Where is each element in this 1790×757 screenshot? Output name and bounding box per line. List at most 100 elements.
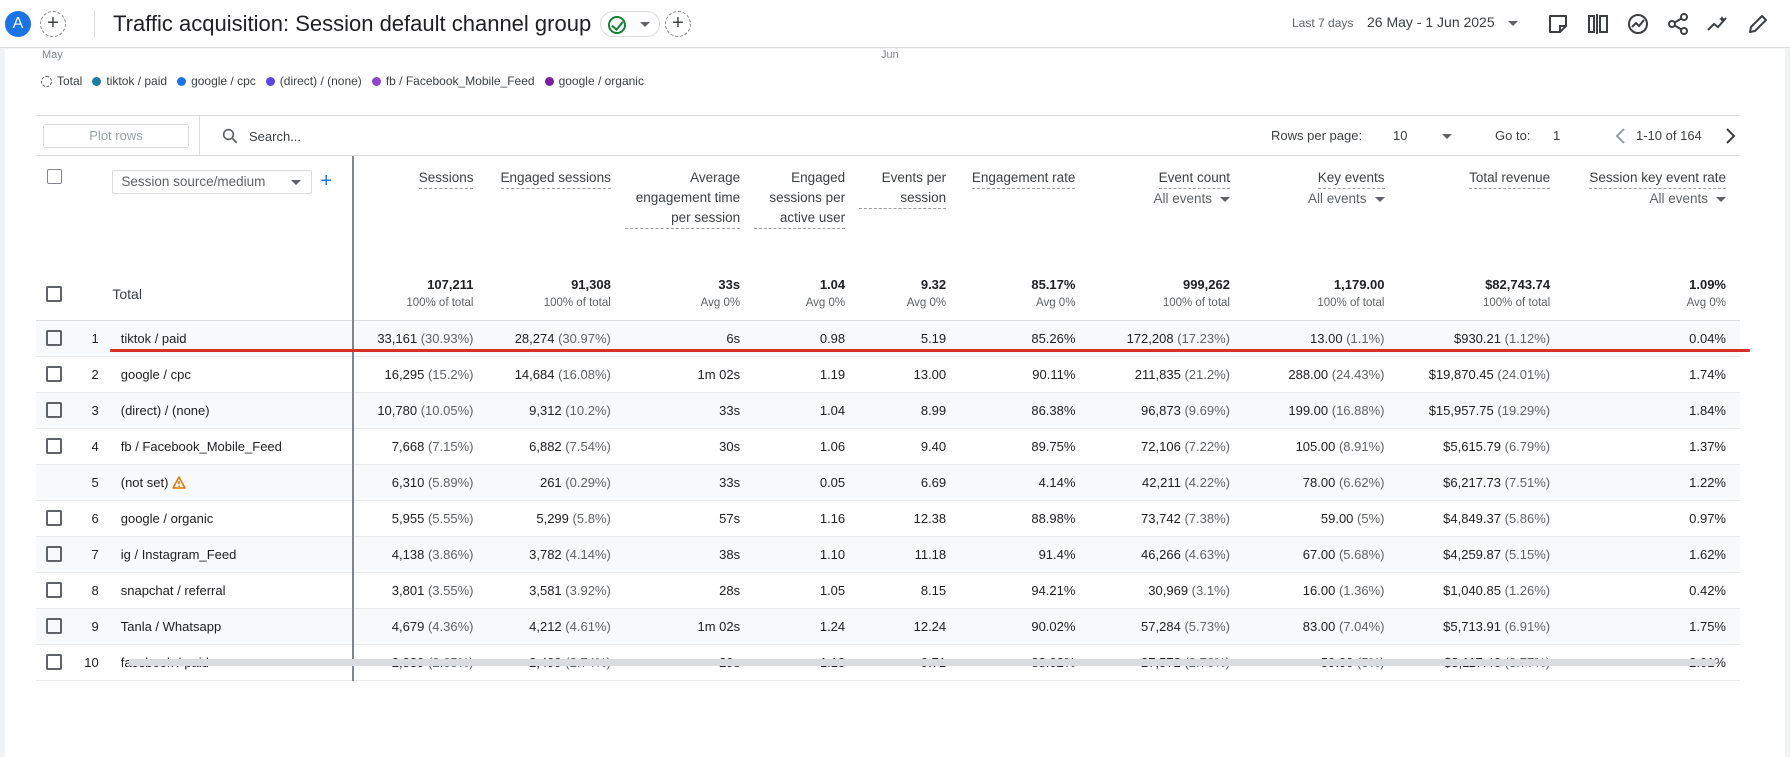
column-header[interactable]: Event count All events [1089,156,1244,268]
metric-cell: 10,780 (10.05%) [353,392,488,429]
column-header-label[interactable]: Event count [1158,168,1230,189]
dimension-select[interactable]: Session source/medium [112,170,313,194]
row-dimension-label[interactable]: (not set) [120,474,169,490]
legend-item[interactable]: google / organic [544,74,644,88]
add-button[interactable]: + [40,11,66,37]
row-dimension[interactable]: Tanla / Whatsapp [110,608,355,645]
column-header-label[interactable]: Key events [1317,168,1385,189]
metric-cell: 4,138 (3.86%) [353,536,488,573]
column-header[interactable]: Average engagement time per session [624,156,754,268]
column-header[interactable]: Engaged sessions [487,156,624,268]
metric-cell: 3,581 (3.92%) [487,572,625,609]
column-header[interactable]: Total revenue [1399,156,1565,268]
horizontal-scrollbar[interactable] [129,659,1716,666]
rows-per-page-chevron-down-icon[interactable] [1442,134,1452,139]
row-checkbox[interactable] [46,510,63,527]
date-range-value[interactable]: 26 May - 1 Jun 2025 [1367,14,1495,30]
column-header-label[interactable]: Session key event rate [1589,168,1726,189]
column-header[interactable]: Events per session [859,156,960,268]
total-subtext: Avg 0% [1686,296,1726,309]
share-icon[interactable] [1666,12,1690,36]
legend-item[interactable]: fb / Facebook_Mobile_Feed [371,74,535,88]
row-checkbox[interactable] [46,546,63,563]
row-dimension[interactable]: fb / Facebook_Mobile_Feed [110,428,355,465]
compare-icon[interactable] [1586,12,1610,36]
metric-cell: 78.00 (6.62%) [1243,464,1399,501]
legend-item[interactable]: (direct) / (none) [265,74,362,88]
legend-dot-icon [371,76,381,86]
row-checkbox[interactable] [46,654,63,671]
metric-value: 172,208 [1126,330,1174,346]
avatar[interactable]: A [5,11,31,37]
metric-cell: 4,679 (4.36%) [353,608,488,645]
total-checkbox[interactable] [46,286,63,303]
warning-icon[interactable] [172,475,187,489]
previous-page-icon[interactable] [1611,126,1631,146]
trend-icon[interactable] [1706,12,1730,36]
column-header[interactable]: Sessions [353,156,487,268]
row-dimension[interactable]: snapchat / referral [110,572,355,609]
row-dimension-label[interactable]: (direct) / (none) [120,402,210,418]
column-header-label[interactable]: Events per session [859,168,947,209]
total-value: 1.04 [819,276,846,292]
event-filter-dropdown[interactable]: All events [1244,189,1385,209]
row-dimension[interactable]: google / organic [110,500,355,537]
row-checkbox[interactable] [46,330,63,347]
row-dimension[interactable]: google / cpc [110,356,355,393]
legend-item[interactable]: google / cpc [177,74,256,88]
row-dimension-label[interactable]: Tanla / Whatsapp [120,618,222,634]
metric-cell: $19,870.45 (24.01%) [1398,356,1565,393]
metric-percent: (5.15%) [1504,546,1551,562]
select-all-checkbox[interactable] [46,169,62,185]
event-filter-dropdown[interactable]: All events [1089,189,1230,209]
row-dimension-label[interactable]: snapchat / referral [120,582,226,598]
insights-icon[interactable] [1626,12,1650,36]
column-header-label[interactable]: Sessions [418,168,474,189]
metric-cell: 57s [624,500,755,537]
column-header[interactable]: Engagement rate [960,156,1089,268]
row-checkbox[interactable] [46,366,63,383]
column-header-label[interactable]: Total revenue [1469,168,1551,189]
row-dimension[interactable]: (not set) [110,464,355,501]
row-checkbox[interactable] [46,618,63,635]
add-dimension-button[interactable]: + [320,170,333,192]
event-filter-dropdown[interactable]: All events [1564,189,1726,209]
row-dimension[interactable]: (direct) / (none) [110,392,355,429]
metric-cell: 0.42% [1564,572,1740,609]
metric-percent: (7.51%) [1504,474,1551,490]
add-comparison-button[interactable]: + [665,11,691,37]
column-header[interactable]: Engaged sessions per active user [754,156,859,268]
row-dimension-label[interactable]: ig / Instagram_Feed [120,546,237,562]
plot-rows-button[interactable]: Plot rows [43,124,189,148]
report-status-dropdown[interactable] [600,11,660,37]
row-dimension-label[interactable]: fb / Facebook_Mobile_Feed [120,438,282,454]
legend-item[interactable]: tiktok / paid [92,74,167,88]
metric-cell: 33s [624,392,755,429]
metric-cell: 1.24 [754,608,860,645]
edit-icon[interactable] [1746,12,1770,36]
legend-item[interactable]: Total [41,74,82,88]
column-header-label[interactable]: Engaged sessions per active user [754,168,846,229]
row-dimension-label[interactable]: google / organic [120,510,214,526]
row-checkbox[interactable] [46,582,63,599]
customize-report-icon[interactable] [1546,12,1570,36]
row-checkbox[interactable] [46,438,63,455]
column-header[interactable]: Session key event rate All events [1564,156,1740,268]
goto-input[interactable]: 1 [1553,128,1561,143]
column-header-label[interactable]: Engagement rate [971,168,1076,189]
row-checkbox[interactable] [46,402,63,419]
column-header[interactable]: Key events All events [1244,156,1399,268]
row-dimension-label[interactable]: tiktok / paid [120,330,187,346]
row-dimension-label[interactable]: google / cpc [120,366,191,382]
search-input[interactable] [249,126,549,146]
date-range-label: Last 7 days [1292,16,1354,30]
next-page-icon[interactable] [1720,126,1740,146]
column-header-label[interactable]: Average engagement time per session [624,168,741,229]
metric-value: 3,782 [529,546,562,562]
column-header-label[interactable]: Engaged sessions [500,168,611,189]
metric-percent: (24.01%) [1497,366,1551,382]
row-dimension[interactable]: ig / Instagram_Feed [110,536,355,573]
rows-per-page-select[interactable]: 10 [1393,128,1408,143]
metric-value: 261 [539,474,562,490]
date-range-chevron-down-icon[interactable] [1508,21,1518,26]
